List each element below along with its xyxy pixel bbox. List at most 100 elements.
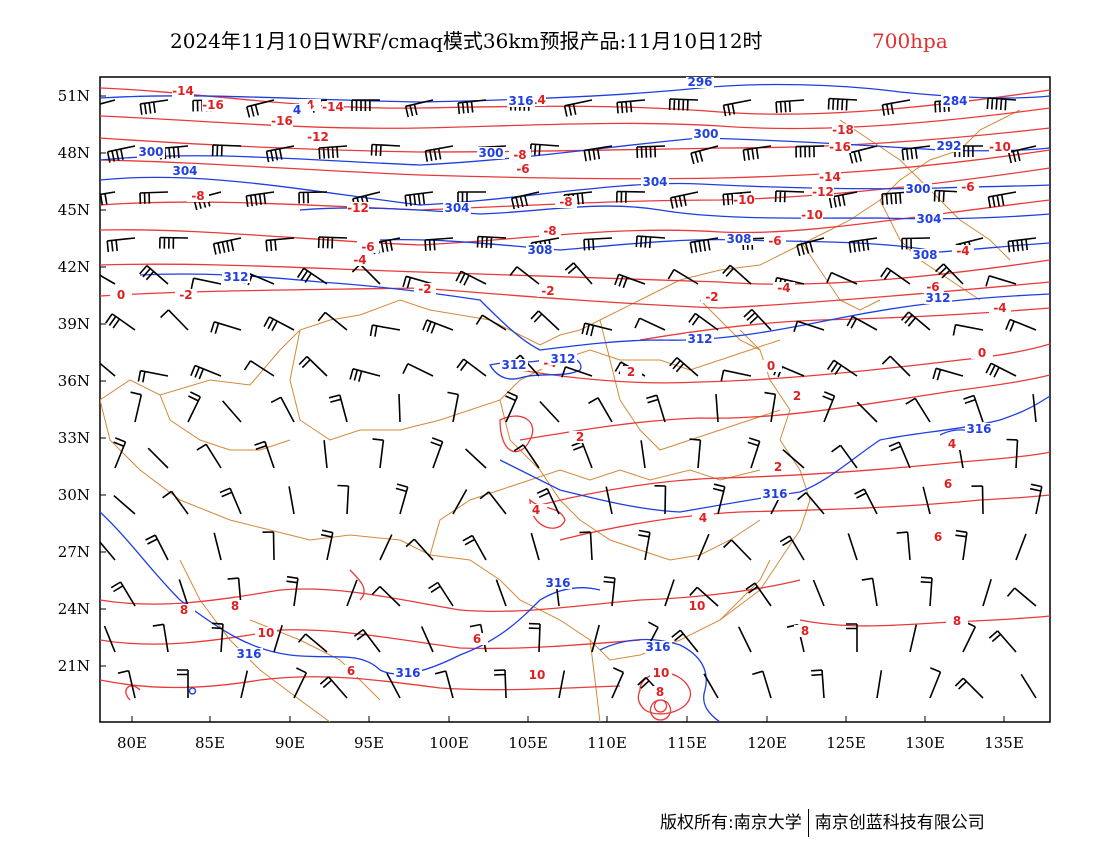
- wind-barb: [909, 624, 918, 653]
- lon-tick-label: 125E: [826, 734, 866, 752]
- height-label: 312: [223, 270, 248, 284]
- wind-barb: [353, 628, 381, 653]
- wind-barb: [929, 667, 942, 699]
- pressure-level-label: 700hpa: [872, 29, 948, 53]
- temperature-label: -16: [271, 114, 293, 128]
- wind-barb: [722, 264, 752, 285]
- wind-barb: [178, 579, 189, 607]
- label-bg: [509, 149, 531, 161]
- temperature-label: 0: [978, 346, 986, 360]
- wind-barb: [812, 579, 825, 607]
- wind-barb: [404, 191, 434, 207]
- wind-barb: [430, 437, 444, 469]
- label-bg: [526, 244, 554, 256]
- wind-barb: [881, 355, 911, 377]
- lat-tick-label: 36N: [58, 372, 90, 390]
- label-bg: [946, 615, 968, 627]
- wind-barb: [636, 145, 666, 159]
- wind-barb: [722, 99, 752, 117]
- lat-tick-label: 27N: [58, 543, 90, 561]
- wind-barb: [404, 99, 434, 118]
- wind-barb: [139, 264, 169, 285]
- wind-barb: [402, 362, 434, 377]
- wind-barb: [847, 533, 858, 561]
- wind-barb: [611, 667, 625, 699]
- wind-barb: [616, 99, 646, 114]
- label-bg: [555, 196, 577, 208]
- temperature-label: -4: [777, 281, 790, 295]
- wind-barb: [697, 533, 710, 561]
- wind-barb: [564, 262, 593, 285]
- wind-barb: [103, 625, 116, 653]
- wind-barb: [369, 324, 401, 337]
- height-label: 304: [916, 212, 941, 226]
- wind-barb: [270, 396, 295, 423]
- wind-barb: [881, 99, 911, 116]
- wind-barb: [722, 191, 752, 206]
- temperature-label: 4: [699, 511, 707, 525]
- wind-barb: [196, 443, 222, 469]
- wind-barb: [379, 534, 393, 561]
- wind-barb: [211, 144, 242, 157]
- temperature-label: -4: [353, 253, 366, 267]
- label-bg: [924, 292, 952, 304]
- wind-barb: [742, 145, 772, 161]
- label-bg: [173, 604, 195, 616]
- wind-barb: [395, 483, 409, 515]
- latitude-axis: 51N 48N 45N 42N 39N 36N 33N 30N 27N 24N 21N: [58, 87, 106, 675]
- wind-barb: [1007, 145, 1037, 164]
- label-bg: [761, 488, 789, 500]
- lon-tick-label: 85E: [195, 734, 225, 752]
- wind-barb: [147, 447, 169, 469]
- wind-barb: [752, 670, 772, 699]
- wind-barb: [145, 534, 169, 561]
- wind-barb: [747, 437, 761, 469]
- wind-barb: [424, 237, 454, 251]
- wind-barb: [212, 237, 242, 255]
- wind-barb: [528, 622, 541, 653]
- wind-barb: [286, 575, 299, 607]
- wind-barb: [254, 440, 275, 469]
- lat-tick-label: 42N: [58, 258, 90, 276]
- temperature-label: -14: [322, 100, 344, 114]
- wind-barb: [888, 441, 911, 469]
- lat-tick-label: 24N: [58, 600, 90, 618]
- wind-barb: [452, 489, 468, 515]
- wind-barb: [986, 97, 1017, 111]
- temperature-label: -16: [202, 98, 224, 112]
- label-bg: [686, 600, 708, 612]
- wind-barb: [861, 577, 878, 607]
- wind-barb: [690, 145, 719, 165]
- wind-barb: [654, 485, 667, 515]
- label-bg: [569, 431, 591, 443]
- wind-barb: [139, 99, 169, 115]
- wind-barb: [828, 191, 858, 209]
- label-bg: [904, 183, 932, 195]
- wind-barb: [190, 364, 222, 380]
- wind-barb: [434, 670, 454, 699]
- footer-separator: [807, 809, 809, 837]
- wind-barb: [846, 315, 878, 331]
- height-label: 292: [936, 139, 961, 153]
- lat-tick-label: 21N: [58, 657, 90, 675]
- label-bg: [172, 85, 194, 97]
- wind-barb: [671, 629, 699, 653]
- temperature-label: -8: [513, 148, 526, 162]
- wind-barb: [372, 438, 385, 469]
- wind-barb: [905, 397, 931, 423]
- label-bg: [971, 347, 993, 359]
- wind-barb: [563, 99, 593, 117]
- temperature-label: 10: [529, 668, 546, 682]
- wind-barb: [689, 438, 702, 469]
- wind-barb: [689, 586, 719, 607]
- lat-tick-label: 48N: [58, 144, 90, 162]
- wind-barb: [422, 319, 454, 334]
- wind-barb: [933, 189, 964, 203]
- label-bg: [526, 669, 548, 681]
- wind-barb: [424, 145, 454, 162]
- temperature-label: -2: [179, 288, 192, 302]
- wind-barb: [493, 669, 507, 699]
- wind-barb: [849, 145, 878, 164]
- label-bg: [307, 131, 329, 143]
